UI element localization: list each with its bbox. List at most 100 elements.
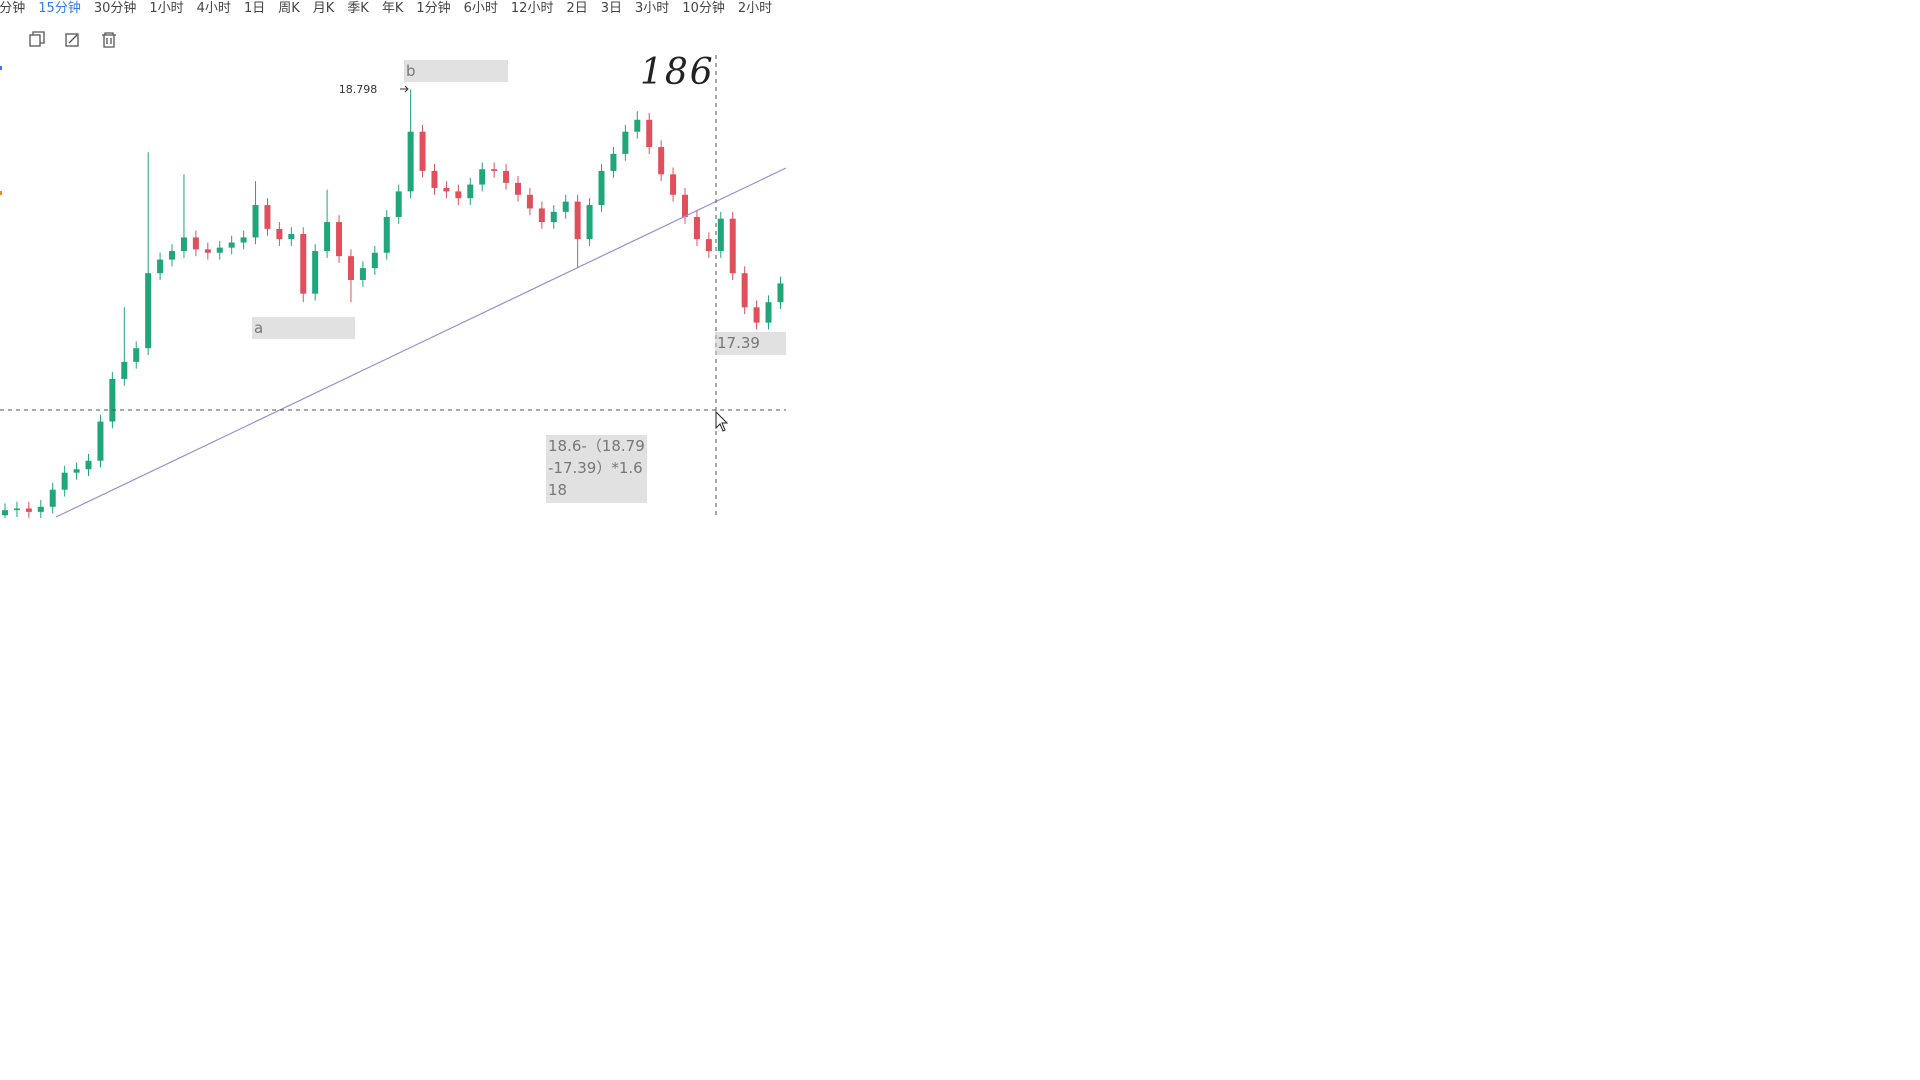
candle-body [705,239,712,252]
candle-body [753,307,760,323]
candle-body [407,131,414,192]
candle-body [741,273,748,308]
candle-body [467,184,474,199]
candle-body [514,182,521,195]
candle-body [37,506,44,512]
high-label: 18.798 [339,83,378,96]
candle-body [383,216,390,253]
interval-tab[interactable]: 1分钟 [416,1,451,16]
candle-body [443,187,450,192]
candle-body [276,228,283,240]
candle-body [765,302,772,323]
candle-body [264,205,271,229]
candle-body [216,247,223,253]
drawing-tools [29,31,116,48]
interval-tab[interactable]: 3小时 [635,1,670,16]
interval-tab[interactable]: 季K [347,1,369,16]
candle-body [252,205,259,238]
candle-body [145,273,152,349]
edit-icon[interactable] [65,33,79,47]
candle-body [109,378,116,422]
candle-body [431,170,438,188]
interval-tab[interactable]: 2小时 [737,1,773,16]
candle-body [503,170,510,183]
candle-body [312,251,319,294]
formula-note: 18.6-（18.79-17.39）*1.618 [546,435,647,503]
candle-body [192,237,199,250]
candle-body [479,169,486,185]
cursor [715,410,729,432]
candle-body [419,131,426,171]
candle-body [300,234,307,294]
delete-icon[interactable] [102,32,116,48]
label-a: a [252,317,355,339]
candle-body [85,460,92,470]
candle-body [180,237,187,252]
candle-body [73,469,80,473]
interval-tab[interactable]: 6小时 [463,1,498,16]
candle-body [133,348,140,362]
candle-body [693,216,700,240]
candle-body [121,361,128,379]
candle-body [97,421,104,461]
candles [2,89,784,518]
marker [0,66,2,70]
candle-body [717,218,724,252]
candle-body [371,252,378,269]
interval-tab[interactable]: 5分钟 [0,1,26,16]
candle-body [670,174,677,195]
interval-tab[interactable]: 15分钟 [38,1,81,16]
interval-tab[interactable]: 1小时 [149,1,184,16]
candle-body [288,234,295,240]
candle-body [586,205,593,240]
candle-body [25,508,32,512]
trend-line [55,167,786,518]
candle-body [347,256,354,281]
interval-tab[interactable]: 周K [278,1,300,16]
candle-body [49,489,56,507]
candle-body [777,283,784,303]
candle-body [562,201,569,212]
interval-tab[interactable]: 1日 [243,1,266,16]
candle-body [157,259,164,274]
candle-body [13,508,20,511]
interval-tab[interactable]: 30分钟 [93,1,137,16]
interval-tab[interactable]: 12小时 [510,1,554,16]
candle-body [228,242,235,248]
candle-body [324,222,331,252]
candle-body [169,251,176,260]
candle-body [526,194,533,209]
candle-body [395,191,402,217]
candle-body [336,222,343,257]
candle-body [729,218,736,274]
chart: 18.798 [0,55,786,518]
candle-body [2,510,8,516]
candle-body [61,472,68,490]
candle-body [658,147,665,175]
interval-tab[interactable]: 月K [312,1,335,16]
interval-tab[interactable]: 10分钟 [682,1,725,16]
label-b: b [404,60,508,82]
candle-body [610,153,617,171]
candle-body [634,119,641,132]
interval-tab[interactable]: 2日 [566,1,588,16]
candle-body [622,131,629,154]
candle-body [682,194,689,217]
candle-body [455,191,462,199]
candle-body [359,268,366,281]
low-label: 17.39 [715,332,786,355]
arrow [400,85,409,93]
candle-body [574,201,581,240]
interval-tab[interactable]: 4小时 [196,1,231,16]
copy-icon[interactable] [29,31,45,47]
candle-body [550,211,557,223]
marker [0,191,2,195]
interval-tab[interactable]: 年K [381,1,404,16]
interval-tab[interactable]: 3日 [600,1,623,16]
candle-body [204,249,211,253]
candle-body [491,169,498,171]
candle-body [598,170,605,206]
candle-body [646,119,653,148]
